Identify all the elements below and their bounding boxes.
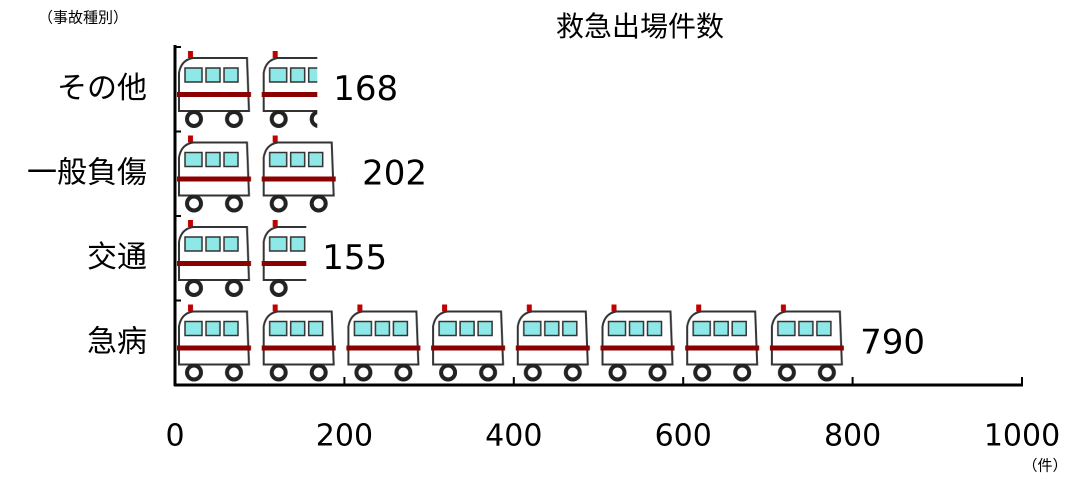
x-tick-label: 0 xyxy=(165,419,184,454)
y-tick-label: 急病 xyxy=(87,324,147,359)
x-tick-label: 200 xyxy=(316,419,373,454)
bar xyxy=(175,220,307,299)
x-tick-label: 400 xyxy=(485,419,542,454)
value-label: 168 xyxy=(333,69,398,109)
y-tick-label: その他 xyxy=(57,71,147,106)
x-tick-label: 800 xyxy=(824,419,881,454)
y-tick-label: 一般負傷 xyxy=(27,155,147,190)
x-tick-label: 600 xyxy=(655,419,712,454)
y-axis-label: （事故種別） xyxy=(38,9,128,27)
y-tick-label: 交通 xyxy=(87,240,147,275)
x-axis-label: （件） xyxy=(1022,457,1067,475)
bar xyxy=(175,51,318,130)
bar xyxy=(175,304,845,383)
value-label: 202 xyxy=(362,153,427,193)
value-label: 790 xyxy=(860,322,925,362)
x-tick-label: 1000 xyxy=(984,419,1060,454)
value-label: 155 xyxy=(322,238,387,278)
chart-title: 救急出場件数 xyxy=(556,10,724,43)
bar xyxy=(175,135,347,214)
